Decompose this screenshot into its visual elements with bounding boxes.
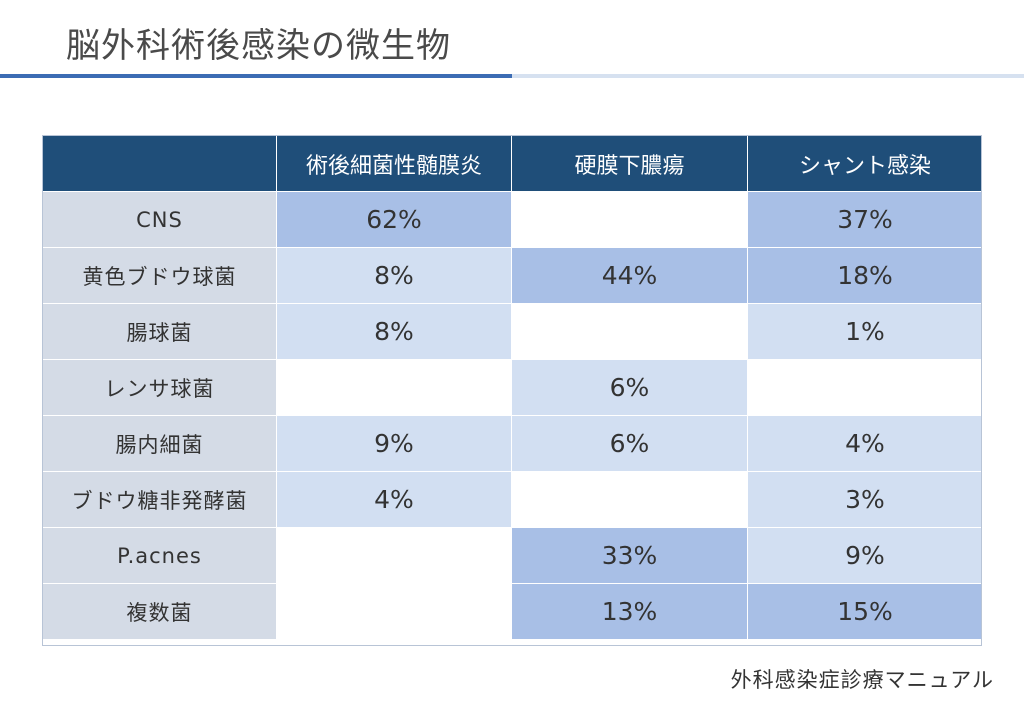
table-cell <box>276 359 512 416</box>
header-corner <box>42 135 277 192</box>
table-cell <box>511 191 748 248</box>
table-row: 黄色ブドウ球菌 8% 44% 18% <box>42 247 983 304</box>
row-label: 複数菌 <box>42 583 277 640</box>
table-cell: 18% <box>747 247 983 304</box>
table-cell <box>276 583 512 640</box>
table-cell: 6% <box>511 359 748 416</box>
table-cell: 3% <box>747 471 983 528</box>
table-row: ブドウ糖非発酵菌 4% 3% <box>42 471 983 528</box>
table-row: P.acnes 33% 9% <box>42 527 983 584</box>
table-cell: 4% <box>747 415 983 472</box>
microorganism-table: 術後細菌性髄膜炎 硬膜下膿瘍 シャント感染 CNS 62% 37% 黄色ブドウ球… <box>42 135 983 640</box>
table-cell <box>511 303 748 360</box>
table-cell <box>511 471 748 528</box>
table-cell: 9% <box>276 415 512 472</box>
page-title: 脳外科術後感染の微生物 <box>66 26 451 66</box>
table-cell: 37% <box>747 191 983 248</box>
table-cell: 6% <box>511 415 748 472</box>
table-cell: 62% <box>276 191 512 248</box>
title-underline <box>0 74 512 78</box>
row-label: レンサ球菌 <box>42 359 277 416</box>
table-cell: 44% <box>511 247 748 304</box>
source-citation: 外科感染症診療マニュアル <box>730 668 994 692</box>
table-cell <box>747 359 983 416</box>
row-label: 腸球菌 <box>42 303 277 360</box>
header-shunt-infection: シャント感染 <box>747 135 983 192</box>
table-row: レンサ球菌 6% <box>42 359 983 416</box>
row-label: CNS <box>42 191 277 248</box>
table-cell: 8% <box>276 303 512 360</box>
table-row: 腸球菌 8% 1% <box>42 303 983 360</box>
table-cell: 15% <box>747 583 983 640</box>
row-label: 腸内細菌 <box>42 415 277 472</box>
row-label: P.acnes <box>42 527 277 584</box>
table-cell: 4% <box>276 471 512 528</box>
table-cell: 8% <box>276 247 512 304</box>
table-cell: 33% <box>511 527 748 584</box>
table-row: 腸内細菌 9% 6% 4% <box>42 415 983 472</box>
header-postoperative-meningitis: 術後細菌性髄膜炎 <box>276 135 512 192</box>
table-cell: 9% <box>747 527 983 584</box>
row-label: ブドウ糖非発酵菌 <box>42 471 277 528</box>
title-underline-extension <box>512 74 1024 78</box>
table-cell: 1% <box>747 303 983 360</box>
table-body: CNS 62% 37% 黄色ブドウ球菌 8% 44% 18% 腸球菌 8% 1%… <box>42 191 983 640</box>
table-header-row: 術後細菌性髄膜炎 硬膜下膿瘍 シャント感染 <box>42 135 983 192</box>
row-label: 黄色ブドウ球菌 <box>42 247 277 304</box>
table-row: 複数菌 13% 15% <box>42 583 983 640</box>
table-cell: 13% <box>511 583 748 640</box>
table-cell <box>276 527 512 584</box>
header-subdural-empyema: 硬膜下膿瘍 <box>511 135 748 192</box>
table-row: CNS 62% 37% <box>42 191 983 248</box>
